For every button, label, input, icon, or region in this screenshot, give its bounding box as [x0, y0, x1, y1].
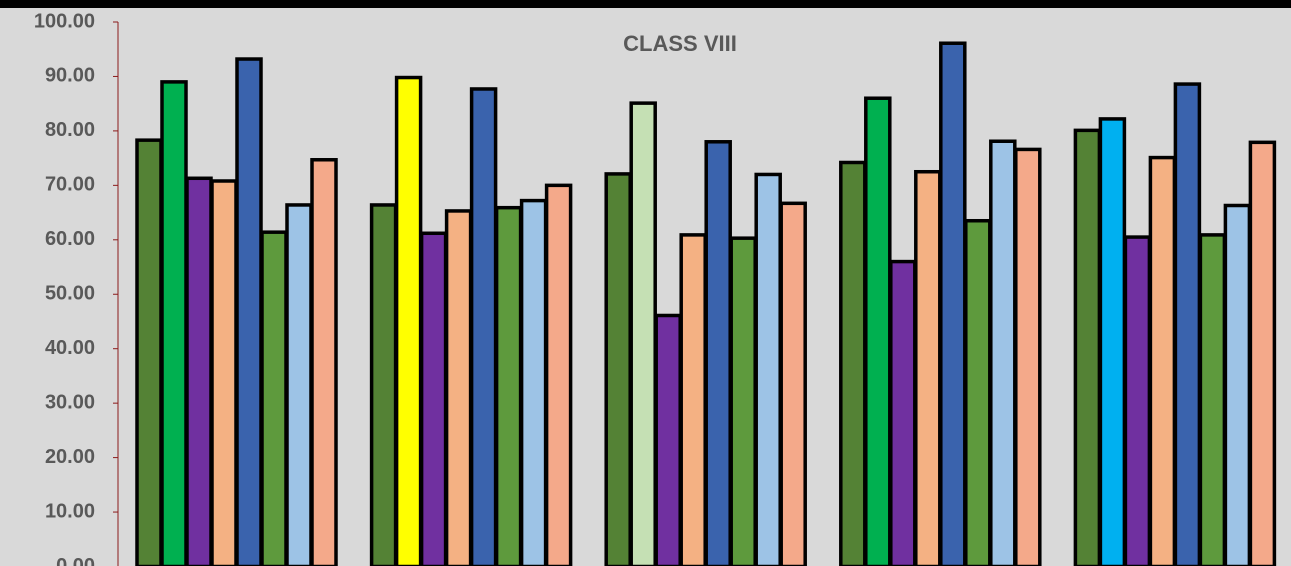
bar [444, 209, 473, 566]
bar [1223, 203, 1252, 566]
y-tick-label: 60.00 [45, 228, 95, 250]
bar [285, 203, 313, 566]
bar [310, 158, 338, 566]
y-tick-label: 90.00 [45, 65, 95, 87]
bar [839, 160, 867, 566]
y-tick-label: 10.00 [45, 500, 95, 522]
bar [754, 172, 782, 566]
bar [1148, 155, 1177, 566]
bar [679, 233, 707, 566]
bar [629, 101, 657, 566]
bar [260, 230, 288, 566]
bar [604, 172, 632, 566]
bar [1248, 140, 1277, 566]
bar [939, 41, 967, 566]
bar [889, 259, 917, 566]
bar [654, 313, 682, 566]
bar [1123, 235, 1152, 566]
chart-title: CLASS VIII [623, 31, 737, 56]
bar [185, 176, 213, 566]
bar [394, 75, 423, 566]
y-tick-label: 50.00 [45, 283, 95, 305]
bar [469, 87, 498, 566]
y-tick-label: 70.00 [45, 174, 95, 196]
bar [779, 201, 807, 566]
bar [864, 96, 892, 566]
bar [704, 140, 732, 566]
bar [519, 198, 548, 566]
bar [494, 205, 523, 566]
y-tick-label: 40.00 [45, 337, 95, 359]
bar [135, 138, 163, 566]
y-tick-label: 80.00 [45, 119, 95, 141]
y-tick-label: 100.00 [34, 10, 95, 32]
y-tick-label: 30.00 [45, 391, 95, 413]
bar [369, 203, 398, 566]
bar [210, 179, 238, 566]
bar [160, 80, 188, 566]
bar [1198, 233, 1227, 566]
bar [1073, 128, 1102, 566]
bar [964, 218, 992, 566]
bar [1014, 147, 1042, 566]
bar [419, 231, 448, 566]
y-tick-label: 0.00 [56, 555, 95, 566]
bar [914, 169, 942, 566]
bar [544, 183, 573, 566]
bar [1173, 82, 1202, 566]
bar [235, 57, 263, 566]
bar [1098, 117, 1127, 566]
bar [989, 139, 1017, 566]
y-tick-label: 20.00 [45, 446, 95, 468]
bar [729, 236, 757, 566]
